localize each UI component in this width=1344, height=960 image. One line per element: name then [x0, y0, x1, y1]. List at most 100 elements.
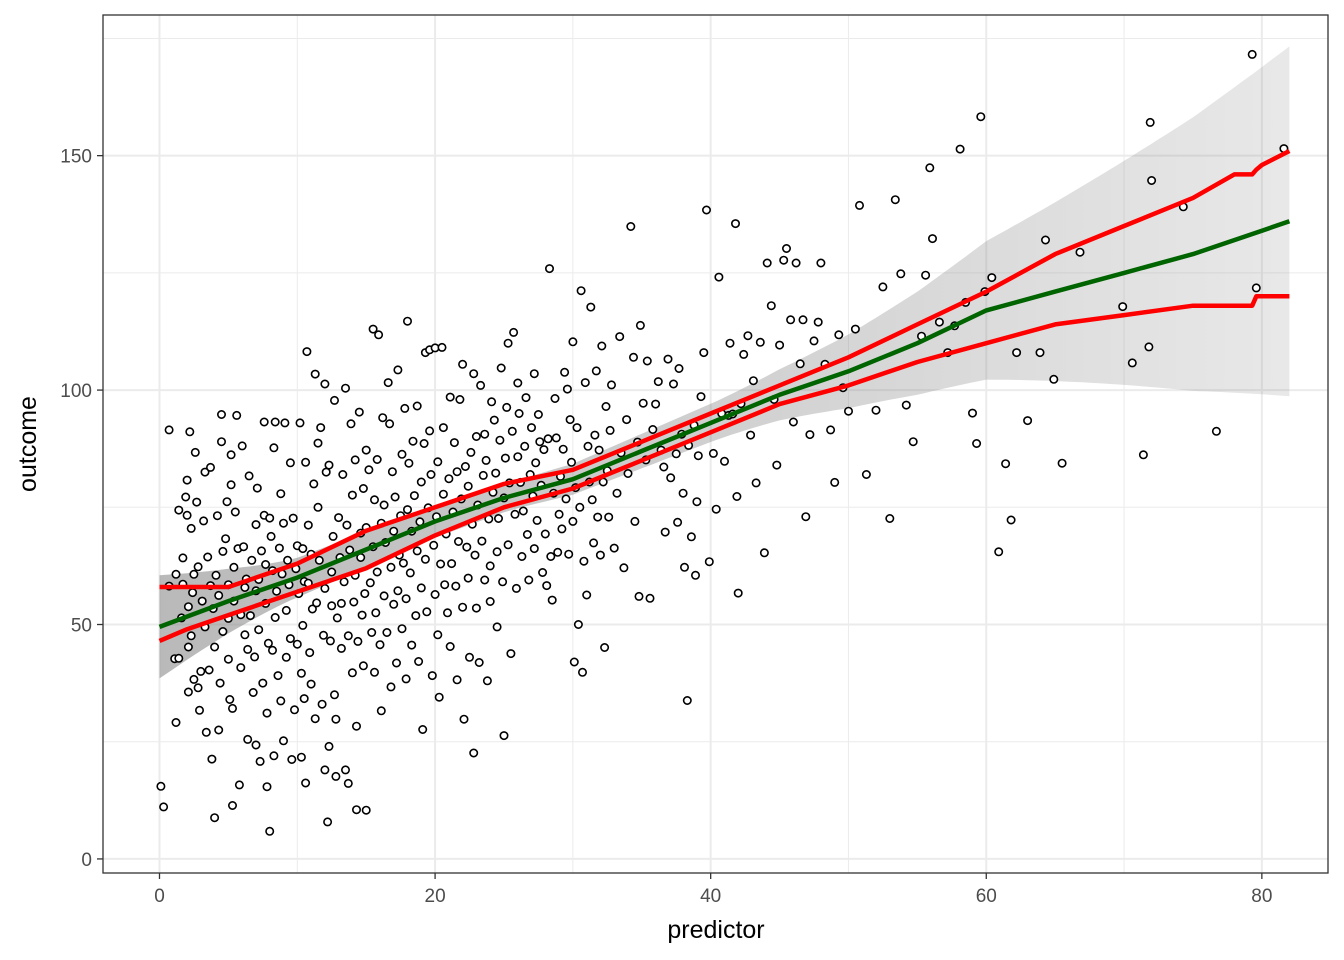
data-point	[696, 392, 706, 402]
data-point	[374, 330, 384, 340]
data-point	[207, 754, 217, 764]
data-point	[336, 643, 346, 653]
data-point	[278, 518, 288, 528]
data-point	[248, 687, 258, 697]
data-point	[203, 552, 213, 562]
data-point	[560, 367, 570, 377]
data-point	[358, 661, 368, 671]
panel-border	[102, 14, 1329, 874]
data-point	[751, 478, 761, 488]
data-point	[679, 562, 689, 572]
data-point	[182, 510, 192, 520]
data-point	[594, 445, 604, 455]
data-point	[237, 441, 247, 451]
data-point	[575, 502, 585, 512]
data-point	[409, 491, 419, 501]
data-point	[218, 546, 228, 556]
data-point	[364, 465, 374, 475]
data-point	[1138, 450, 1148, 460]
data-point	[301, 457, 311, 467]
data-point	[550, 393, 560, 403]
data-point	[834, 330, 844, 340]
data-point	[1118, 302, 1128, 312]
data-point	[354, 407, 364, 417]
data-point	[229, 562, 239, 572]
data-point	[464, 652, 474, 662]
data-point	[243, 644, 253, 654]
data-point	[733, 588, 743, 598]
data-point	[619, 563, 629, 573]
data-point	[323, 817, 333, 827]
data-point	[185, 427, 195, 437]
data-point	[358, 483, 368, 493]
data-point	[369, 667, 379, 677]
data-point	[739, 349, 749, 359]
data-point	[361, 445, 371, 455]
data-point	[405, 568, 415, 578]
data-point	[476, 380, 486, 390]
data-point	[436, 559, 446, 569]
y-axis-title: outcome	[14, 396, 42, 492]
data-point	[189, 569, 199, 579]
data-point	[228, 800, 238, 810]
data-point	[386, 682, 396, 692]
data-point	[635, 320, 645, 330]
x-tick-label: 0	[154, 886, 165, 907]
data-point	[1145, 117, 1155, 127]
data-point	[561, 494, 571, 504]
data-point	[174, 505, 184, 515]
data-point	[156, 781, 166, 791]
data-point	[529, 369, 539, 379]
data-point	[816, 258, 826, 268]
data-point	[430, 589, 440, 599]
data-point	[492, 622, 502, 632]
major-gridlines	[103, 15, 1328, 873]
x-tick-label: 80	[1251, 886, 1272, 907]
data-point	[289, 705, 299, 715]
data-point	[518, 506, 528, 516]
data-point	[164, 425, 174, 435]
data-point	[469, 748, 479, 758]
data-point	[281, 605, 291, 615]
data-point	[638, 398, 648, 408]
data-point	[369, 495, 379, 505]
data-point	[762, 258, 772, 268]
data-point	[553, 547, 563, 557]
data-point	[826, 425, 836, 435]
data-point	[908, 437, 918, 447]
data-point	[361, 805, 371, 815]
data-point	[267, 645, 277, 655]
data-point	[511, 583, 521, 593]
data-point	[577, 667, 587, 677]
data-point	[197, 596, 207, 606]
data-point	[320, 379, 330, 389]
data-point	[531, 458, 541, 468]
data-point	[400, 403, 410, 413]
data-point	[298, 620, 308, 630]
data-point	[408, 436, 418, 446]
data-point	[502, 402, 512, 412]
data-point	[510, 509, 520, 519]
data-point	[250, 652, 260, 662]
data-point	[524, 575, 534, 585]
data-point	[668, 379, 678, 389]
data-point	[347, 668, 357, 678]
x-tick-label: 40	[700, 886, 721, 907]
data-point	[306, 679, 316, 689]
data-point	[210, 813, 220, 823]
data-point	[470, 550, 480, 560]
data-point	[178, 553, 188, 563]
data-point	[285, 458, 295, 468]
data-point	[583, 441, 593, 451]
data-point	[503, 338, 513, 348]
data-point	[576, 286, 586, 296]
data-point	[987, 273, 997, 283]
data-point	[285, 634, 295, 644]
data-point	[651, 399, 661, 409]
data-point	[419, 438, 429, 448]
data-point	[296, 752, 306, 762]
data-point	[181, 492, 191, 502]
data-point	[580, 378, 590, 388]
data-point	[674, 363, 684, 373]
